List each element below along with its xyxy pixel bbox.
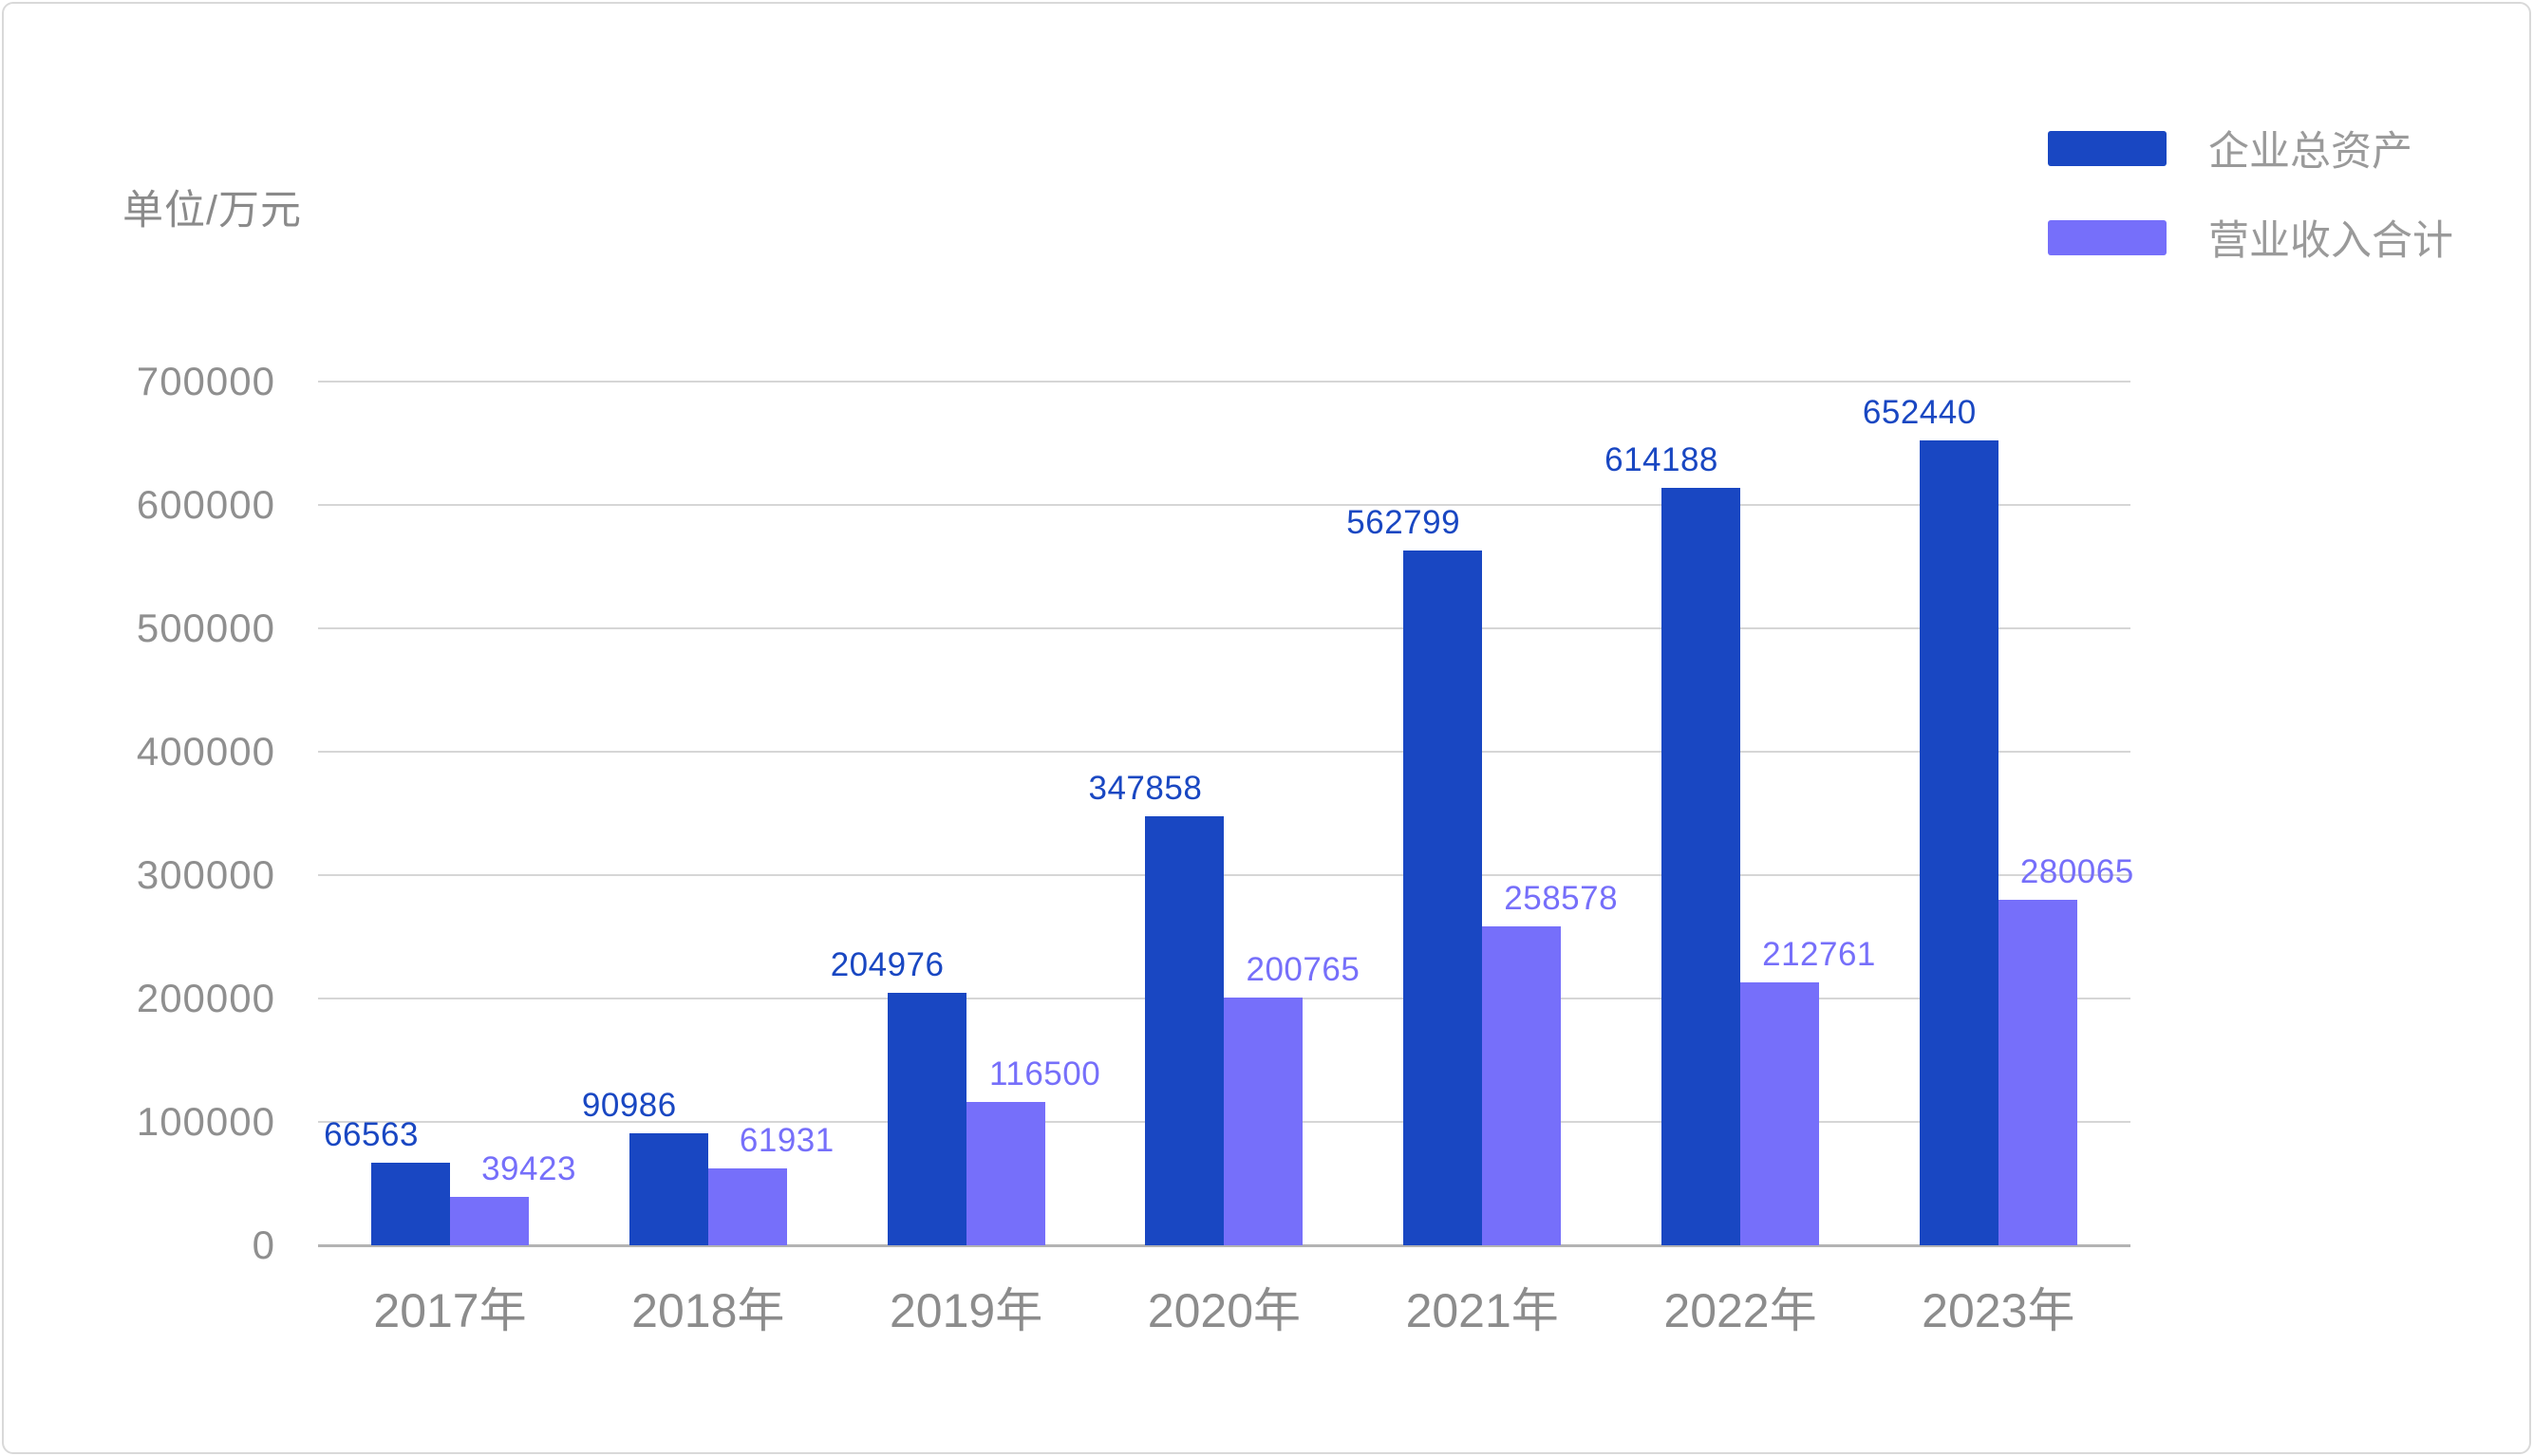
- x-tick-label: 2019年: [889, 1284, 1043, 1337]
- bar-total-assets: [629, 1132, 708, 1245]
- y-tick-label: 200000: [136, 976, 275, 1020]
- y-tick-label: 700000: [136, 359, 275, 403]
- gridline: [318, 627, 2130, 629]
- value-label-revenue: 280065: [2019, 852, 2134, 890]
- legend-item-revenue[interactable]: 营业收入合计: [2048, 208, 2453, 267]
- bar-revenue: [1224, 998, 1304, 1245]
- y-tick-label: 600000: [136, 482, 275, 527]
- legend-label-revenue: 营业收入合计: [2208, 218, 2453, 264]
- y-tick-label: 0: [252, 1223, 275, 1267]
- bar-revenue: [966, 1101, 1045, 1245]
- legend-swatch-revenue: [2048, 219, 2167, 255]
- legend-label-total-assets: 企业总资产: [2208, 129, 2412, 175]
- y-tick-label: 500000: [136, 606, 275, 650]
- bar-revenue: [1740, 982, 1819, 1245]
- bar-revenue: [450, 1196, 529, 1245]
- bar-revenue: [707, 1168, 787, 1245]
- y-axis-unit-label: 单位/万元: [122, 188, 302, 233]
- bar-total-assets: [1145, 815, 1225, 1245]
- value-label-revenue: 200765: [1246, 951, 1360, 988]
- x-tick-label: 2020年: [1147, 1284, 1302, 1337]
- value-label-revenue: 258578: [1504, 879, 1619, 917]
- value-label-total-assets: 90986: [581, 1086, 677, 1124]
- bar-total-assets: [887, 992, 966, 1245]
- legend-swatch-total-assets: [2048, 130, 2167, 166]
- bar-revenue: [1998, 899, 2077, 1245]
- legend-item-total-assets[interactable]: 企业总资产: [2048, 119, 2453, 177]
- gridline: [318, 504, 2130, 506]
- y-tick-label: 300000: [136, 852, 275, 897]
- gridline: [318, 751, 2130, 753]
- value-label-total-assets: 347858: [1088, 769, 1203, 807]
- value-label-revenue: 39423: [481, 1149, 576, 1187]
- value-label-total-assets: 204976: [830, 945, 945, 983]
- x-tick-label: 2022年: [1663, 1284, 1817, 1337]
- value-label-total-assets: 562799: [1346, 504, 1461, 542]
- value-label-revenue: 61931: [739, 1122, 835, 1160]
- legend: 企业总资产 营业收入合计: [2048, 119, 2453, 267]
- bar-total-assets: [371, 1163, 450, 1245]
- value-label-total-assets: 614188: [1604, 440, 1718, 478]
- y-tick-label: 400000: [136, 729, 275, 774]
- gridline: [318, 381, 2130, 383]
- x-tick-label: 2017年: [373, 1284, 527, 1337]
- value-label-total-assets: 66563: [324, 1116, 419, 1154]
- value-label-total-assets: 652440: [1862, 393, 1977, 431]
- x-axis-line: [318, 1243, 2130, 1247]
- bar-total-assets: [1661, 487, 1740, 1245]
- bar-revenue: [1482, 925, 1562, 1245]
- y-tick-label: 100000: [136, 1099, 275, 1144]
- bar-total-assets: [1403, 551, 1483, 1245]
- x-tick-label: 2021年: [1405, 1284, 1559, 1337]
- bar-total-assets: [1919, 439, 1998, 1245]
- x-tick-label: 2018年: [631, 1284, 785, 1337]
- value-label-revenue: 212761: [1762, 936, 1876, 974]
- gridline: [318, 874, 2130, 876]
- value-label-revenue: 116500: [988, 1055, 1101, 1092]
- x-tick-label: 2023年: [1922, 1284, 2075, 1337]
